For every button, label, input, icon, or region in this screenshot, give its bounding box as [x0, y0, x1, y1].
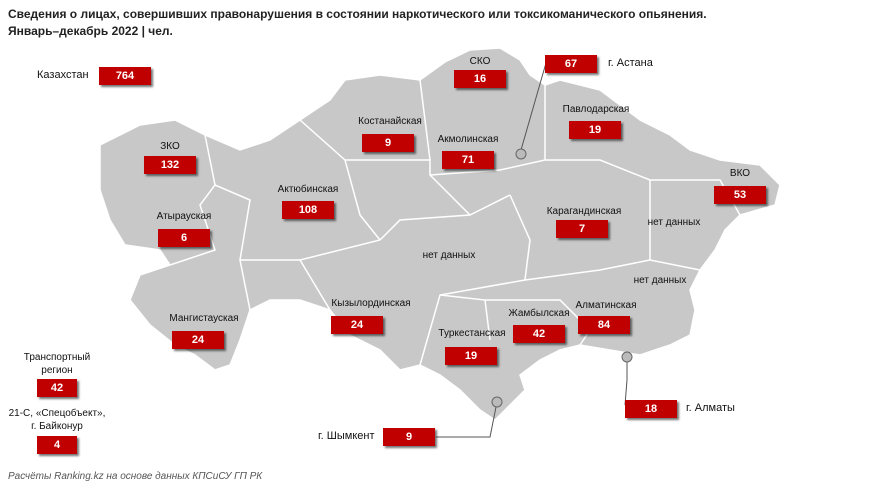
region-name: Жамбылская — [508, 308, 570, 319]
total-value: 764 — [99, 67, 151, 85]
region-value: 132 — [144, 156, 196, 174]
region-value: 7 — [556, 220, 608, 238]
almaty-pin — [621, 351, 633, 363]
city-name: г. Шымкент — [318, 430, 375, 442]
city-value: 9 — [383, 428, 435, 446]
region-name: Кызылординская — [331, 298, 411, 309]
region-name: Мангистауская — [169, 313, 239, 324]
subtitle: Январь–декабрь 2022 | чел. — [8, 24, 173, 38]
no-data-label: нет данных — [647, 217, 701, 228]
region-value: 6 — [158, 229, 210, 247]
city-value: 67 — [545, 55, 597, 73]
no-data-label: нет данных — [633, 275, 687, 286]
region-name: ЗКО — [160, 141, 180, 152]
region-name: Туркестанская — [438, 328, 506, 339]
region-name: ВКО — [729, 168, 751, 179]
region-value: 24 — [331, 316, 383, 334]
region-value: 84 — [578, 316, 630, 334]
astana-pin — [515, 148, 527, 160]
region-value: 19 — [445, 347, 497, 365]
city-name: г. Алматы — [686, 402, 735, 414]
no-data-label: нет данных — [422, 250, 476, 261]
region-value: 19 — [569, 121, 621, 139]
region-name: Павлодарская — [562, 104, 630, 115]
region-name: СКО — [469, 56, 491, 67]
source: Расчёты Ranking.kz на основе данных КПСи… — [8, 471, 263, 482]
other-name: 21-С, «Спецобъект», г. Байконур — [8, 408, 106, 432]
region-value: 108 — [282, 201, 334, 219]
city-value: 18 — [625, 400, 677, 418]
almaty-leader — [624, 357, 628, 406]
other-value: 4 — [37, 436, 77, 454]
region-name: Акмолинская — [437, 134, 499, 145]
total-name: Казахстан — [37, 69, 89, 81]
region-value: 53 — [714, 186, 766, 204]
region-value: 9 — [362, 134, 414, 152]
region-name: Актюбинская — [277, 184, 339, 195]
region-name: Карагандинская — [546, 206, 622, 217]
region-value: 24 — [172, 331, 224, 349]
other-value: 42 — [37, 379, 77, 397]
region-borders — [169, 79, 741, 366]
title: Сведения о лицах, совершивших правонаруш… — [8, 7, 707, 21]
region-value: 42 — [513, 325, 565, 343]
other-name: Транспортный регион — [23, 352, 91, 376]
region-name: Атырауская — [156, 211, 212, 222]
region-name: Костанайская — [358, 116, 422, 127]
region-value: 71 — [442, 151, 494, 169]
city-name: г. Астана — [608, 57, 653, 69]
title-block: Сведения о лицах, совершивших правонаруш… — [8, 6, 707, 40]
region-name: Алматинская — [575, 300, 637, 311]
shymkent-leader — [436, 401, 498, 438]
shymkent-pin — [491, 396, 503, 408]
region-value: 16 — [454, 70, 506, 88]
astana-leader — [520, 62, 547, 151]
